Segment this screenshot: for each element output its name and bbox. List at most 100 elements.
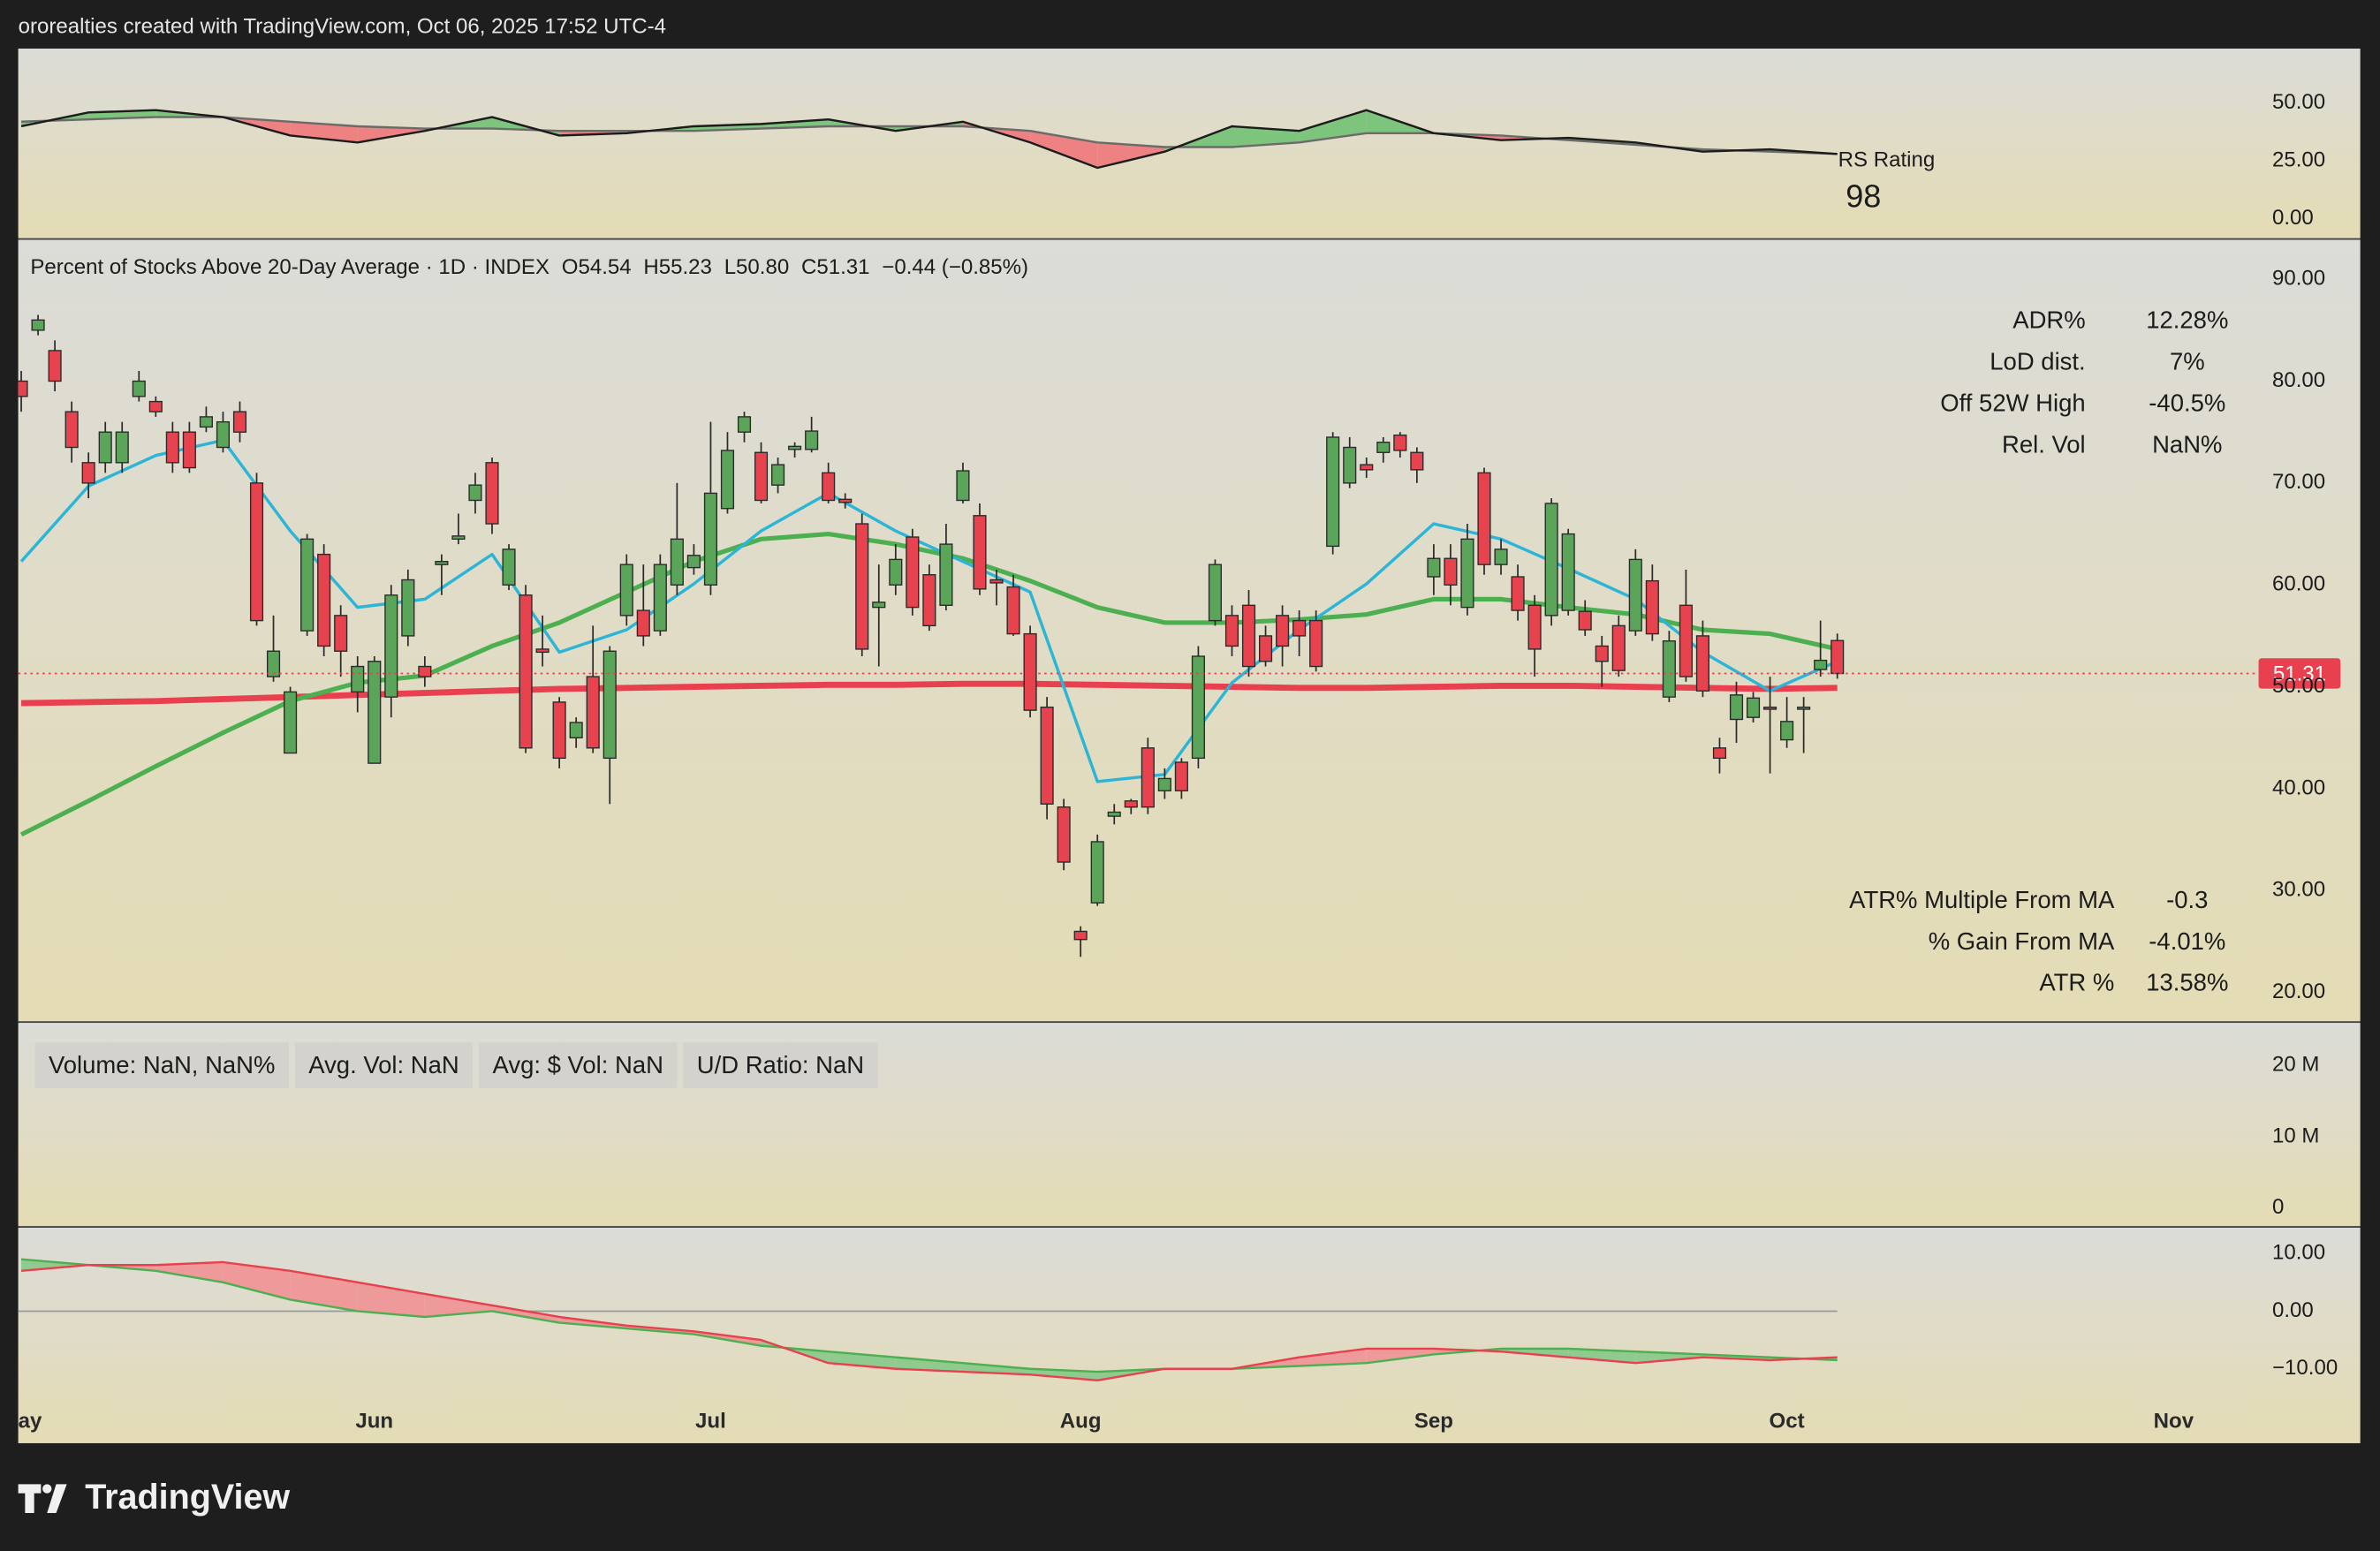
band-fill bbox=[1232, 125, 1300, 148]
candle-body bbox=[1224, 615, 1239, 647]
candle-body bbox=[81, 462, 95, 484]
ohlc: L50.80 bbox=[724, 256, 790, 280]
x-tick-label: Aug bbox=[1060, 1409, 1102, 1433]
candle-body bbox=[1208, 564, 1223, 622]
stat-label: LoD dist. bbox=[1990, 347, 2085, 375]
y-tick-label: 50.00 bbox=[2272, 90, 2325, 114]
candle-body bbox=[1360, 464, 1374, 471]
candle-body bbox=[1427, 557, 1441, 578]
candle-body bbox=[703, 492, 717, 586]
stat-label: % Gain From MA bbox=[1929, 927, 2115, 955]
candle-body bbox=[1174, 761, 1188, 791]
candle-body bbox=[771, 464, 785, 486]
candle-body bbox=[1057, 806, 1071, 863]
y-tick-label: 80.00 bbox=[2272, 368, 2325, 392]
candle-body bbox=[1662, 639, 1676, 698]
info-text: Avg: $ Vol: NaN bbox=[493, 1051, 663, 1078]
candle-body bbox=[384, 594, 398, 698]
candle-body bbox=[636, 609, 650, 637]
logo-icon bbox=[47, 1484, 67, 1514]
y-tick-label: 70.00 bbox=[2272, 470, 2325, 494]
candle-body bbox=[619, 564, 633, 617]
legend: Percent of Stocks Above 20-Day Average ·… bbox=[30, 256, 1028, 280]
candle-body bbox=[468, 484, 482, 502]
candle-body bbox=[1124, 800, 1138, 808]
candle-body bbox=[973, 515, 987, 590]
candle-body bbox=[653, 564, 667, 632]
ohlc: C51.31 bbox=[801, 256, 870, 280]
stat-value: 7% bbox=[2170, 347, 2205, 375]
candle-body bbox=[922, 574, 936, 627]
candle-body bbox=[300, 538, 315, 632]
candle-body bbox=[1830, 639, 1845, 675]
band-fill bbox=[223, 1261, 291, 1300]
title: Percent of Stocks Above 20-Day Average ·… bbox=[30, 256, 550, 280]
band-fill bbox=[1299, 110, 1367, 143]
candle-body bbox=[1343, 446, 1357, 484]
info-text: Volume: NaN, NaN% bbox=[49, 1051, 275, 1078]
candle-body bbox=[1729, 694, 1744, 721]
candle-body bbox=[1073, 930, 1088, 941]
band-fill bbox=[1366, 1348, 1434, 1364]
candle-body bbox=[1276, 615, 1290, 647]
candle-body bbox=[889, 558, 903, 586]
candle-body bbox=[1611, 624, 1626, 671]
candle-body bbox=[1679, 604, 1693, 677]
candle-body bbox=[1628, 558, 1642, 632]
y-tick-label: 60.00 bbox=[2272, 572, 2325, 596]
candle-body bbox=[266, 650, 281, 677]
candle-body bbox=[1258, 635, 1273, 662]
candle-body bbox=[1746, 697, 1761, 718]
candle-body bbox=[1241, 604, 1256, 668]
candle-body bbox=[989, 579, 1004, 584]
candle-body bbox=[31, 319, 45, 331]
candle-body bbox=[182, 431, 196, 469]
candle-body bbox=[1023, 632, 1037, 711]
candle-body bbox=[435, 561, 449, 565]
candle-body bbox=[351, 665, 365, 693]
candle-body bbox=[822, 472, 836, 502]
candle-body bbox=[1090, 841, 1104, 904]
stat-value: NaN% bbox=[2152, 430, 2222, 458]
candle-body bbox=[485, 462, 499, 525]
x-tick-label: May bbox=[1, 1409, 42, 1433]
candle-body bbox=[1544, 503, 1558, 617]
candle-body bbox=[569, 722, 583, 738]
candle-body bbox=[418, 665, 432, 677]
y-tick-label: 10 M bbox=[2272, 1124, 2319, 1147]
band-fill bbox=[1299, 1348, 1367, 1366]
candle-body bbox=[872, 601, 886, 609]
last-price-tag bbox=[2258, 658, 2341, 689]
candle-body bbox=[249, 482, 264, 622]
candle-body bbox=[98, 431, 112, 464]
candle-body bbox=[148, 400, 163, 412]
y-tick-label: 50.00 bbox=[2272, 674, 2325, 698]
y-tick-label: 0 bbox=[2272, 1195, 2284, 1219]
band-fill bbox=[491, 1305, 560, 1323]
stat-value: -4.01% bbox=[2149, 927, 2225, 955]
candle-body bbox=[1157, 777, 1171, 791]
x-tick-label: Oct bbox=[1770, 1409, 1805, 1433]
stat-value: -0.3 bbox=[2166, 886, 2208, 913]
y-tick-label: −10.00 bbox=[2272, 1356, 2338, 1380]
candle-body bbox=[956, 470, 970, 502]
candle-body bbox=[720, 450, 735, 510]
stat-label: Rel. Vol bbox=[2002, 430, 2086, 458]
candle-body bbox=[1494, 549, 1508, 565]
line bbox=[20, 680, 1838, 707]
candle-body bbox=[906, 536, 920, 609]
candle-body bbox=[232, 411, 247, 433]
candle-body bbox=[1309, 619, 1323, 668]
candle-body bbox=[737, 416, 752, 433]
info-text: Avg. Vol: NaN bbox=[308, 1051, 459, 1078]
info-text: U/D Ratio: NaN bbox=[697, 1051, 864, 1078]
candle-body bbox=[805, 430, 819, 450]
band-fill bbox=[1568, 1348, 1636, 1364]
logo: TradingView bbox=[18, 1478, 290, 1517]
candle-body bbox=[284, 691, 298, 754]
candle-body bbox=[317, 553, 331, 647]
candle-body bbox=[1006, 586, 1020, 635]
ohlc: −0.44 (−0.85%) bbox=[882, 256, 1028, 280]
ohlc: H55.23 bbox=[643, 256, 712, 280]
